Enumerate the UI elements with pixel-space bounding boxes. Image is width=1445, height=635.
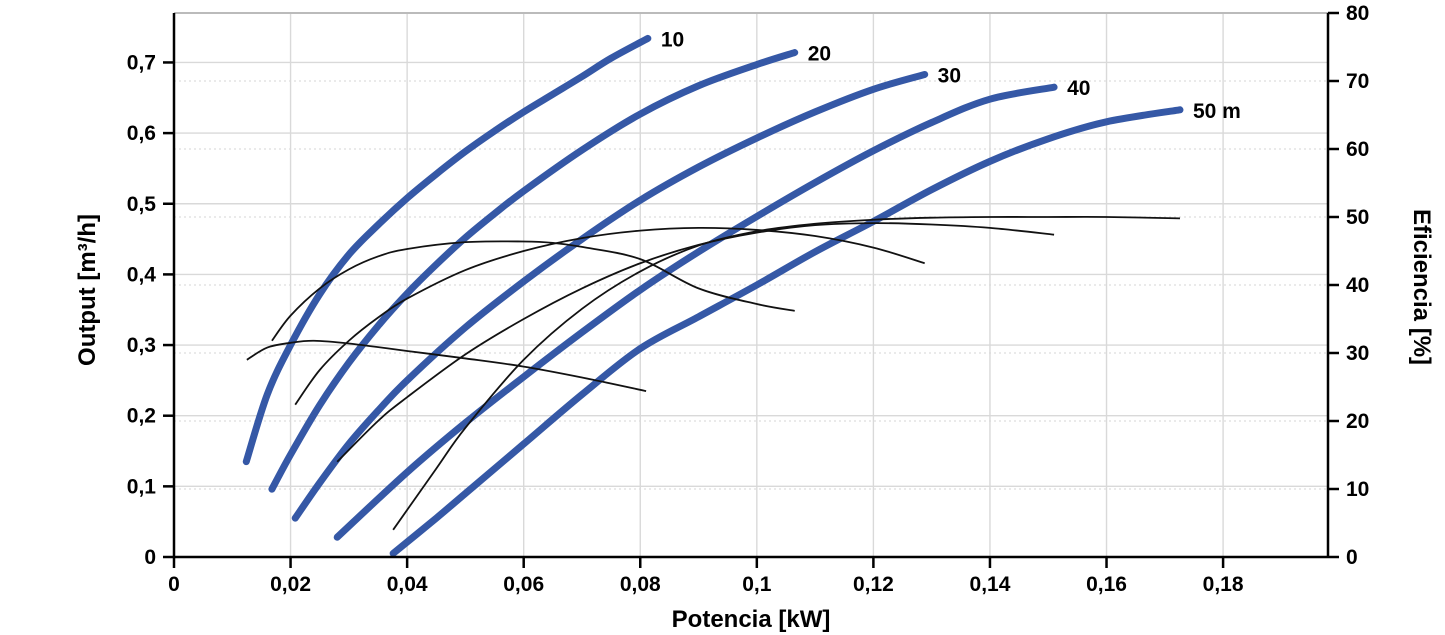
x-tick-label-0,1: 0,1 — [742, 573, 772, 596]
left-tick-label-0,4: 0,4 — [127, 263, 157, 286]
left-axis-title: Output [m³/h] — [74, 214, 101, 366]
efficiency-curve-40 — [336, 222, 1055, 463]
right-tick-label-70: 70 — [1346, 70, 1369, 93]
pump-curve-label-10: 10 — [661, 28, 684, 51]
x-tick-label-0,12: 0,12 — [853, 573, 894, 596]
x-tick-label-0,06: 0,06 — [503, 573, 544, 596]
pump-curve-30 — [291, 70, 929, 522]
x-tick-label-0: 0 — [168, 573, 180, 596]
left-tick-label-0,3: 0,3 — [127, 334, 156, 357]
efficiency-curve-50 — [392, 216, 1180, 531]
pump-curve-label-20: 20 — [808, 43, 831, 66]
right-tick-label-30: 30 — [1346, 342, 1369, 365]
pump-curve-10 — [242, 34, 652, 466]
right-tick-label-40: 40 — [1346, 274, 1369, 297]
right-tick-label-50: 50 — [1346, 206, 1369, 229]
pump-curve-label-30: 30 — [938, 64, 961, 87]
pump-curve-20 — [268, 49, 799, 493]
right-tick-label-0: 0 — [1346, 546, 1358, 569]
x-tick-label-0,14: 0,14 — [970, 573, 1011, 596]
pump-curve-50 — [389, 106, 1184, 557]
efficiency-curve-30 — [294, 226, 925, 406]
right-tick-label-20: 20 — [1346, 410, 1369, 433]
x-tick-label-0,04: 0,04 — [387, 573, 428, 596]
left-tick-label-0,5: 0,5 — [127, 193, 157, 216]
left-tick-label-0,6: 0,6 — [127, 122, 156, 145]
right-tick-label-80: 80 — [1346, 2, 1369, 25]
x-tick-label-0,18: 0,18 — [1203, 573, 1244, 596]
pump-curve-label-50: 50 m — [1193, 100, 1241, 123]
left-tick-label-0,2: 0,2 — [127, 405, 156, 428]
pump-curve-40 — [333, 83, 1058, 541]
left-tick-label-0,1: 0,1 — [127, 475, 157, 498]
x-tick-label-0,08: 0,08 — [620, 573, 661, 596]
x-axis-title: Potencia [kW] — [671, 606, 831, 633]
left-tick-label-0: 0 — [144, 546, 156, 569]
x-tick-label-0,16: 0,16 — [1086, 573, 1127, 596]
left-tick-label-0,7: 0,7 — [127, 51, 156, 74]
efficiency-curve-20 — [271, 240, 795, 342]
right-tick-label-60: 60 — [1346, 138, 1369, 161]
x-tick-label-0,02: 0,02 — [270, 573, 311, 596]
pump-curve-label-40: 40 — [1067, 77, 1090, 100]
right-axis-title: Eficiencia [%] — [1408, 208, 1435, 366]
efficiency-curve-10 — [246, 339, 647, 392]
right-tick-label-10: 10 — [1346, 478, 1369, 501]
